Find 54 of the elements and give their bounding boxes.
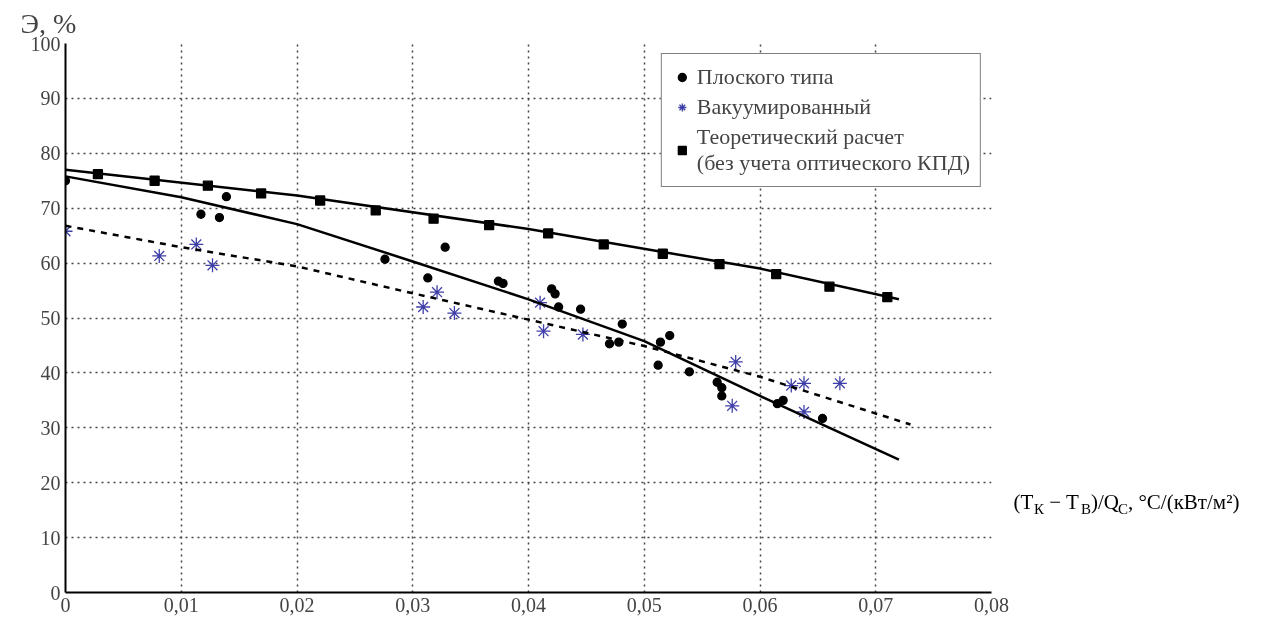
legend-label: Теоретический расчет (без учета оптического КПД) <box>696 124 970 176</box>
y-tick-label: 50 <box>40 307 61 329</box>
x-tick-label: 0,02 <box>279 593 315 616</box>
point <box>655 337 666 347</box>
point <box>415 299 431 315</box>
point <box>665 330 675 341</box>
point <box>380 254 390 264</box>
x-tick-label: 0,05 <box>626 593 662 616</box>
y-tick-label: 30 <box>40 416 61 439</box>
point <box>196 209 206 219</box>
legend-label: Плоского типа <box>696 64 834 90</box>
y-tick-label: 10 <box>40 526 61 549</box>
x-tick-label: 0,08 <box>974 593 1009 616</box>
x-tick-label: 0,03 <box>395 593 431 616</box>
point <box>796 404 812 420</box>
point <box>429 284 445 300</box>
x-tick-label: 0,01 <box>163 593 199 616</box>
point <box>550 289 560 299</box>
legend-label: Вакуумированный <box>696 94 871 120</box>
point <box>717 383 727 393</box>
y-tick-label: 80 <box>40 142 61 165</box>
point <box>717 391 727 401</box>
y-tick-label: 60 <box>40 252 61 275</box>
point <box>653 360 663 370</box>
point <box>832 375 848 391</box>
point <box>221 192 232 202</box>
point <box>783 377 799 394</box>
point <box>684 367 695 377</box>
point <box>778 395 788 405</box>
point <box>151 248 167 264</box>
point <box>575 304 586 314</box>
y-tick-label: 40 <box>40 361 61 384</box>
y-tick-label: 70 <box>40 197 61 220</box>
y-tick-label: 90 <box>40 87 61 110</box>
point <box>535 323 552 339</box>
x-tick-label: 0,07 <box>858 593 894 616</box>
point <box>604 339 615 349</box>
point <box>498 278 508 289</box>
point <box>817 413 828 424</box>
x-tick-label: 0,04 <box>511 593 546 616</box>
point <box>214 212 225 223</box>
point <box>423 273 433 283</box>
point <box>724 398 740 414</box>
point <box>796 375 812 391</box>
point <box>188 236 204 253</box>
point <box>440 242 450 252</box>
point <box>728 354 744 370</box>
point <box>532 294 548 311</box>
point <box>617 319 627 329</box>
y-tick-label: 20 <box>40 471 61 494</box>
x-tick-label: 0,06 <box>742 593 778 616</box>
point <box>575 326 591 343</box>
point <box>446 305 463 321</box>
point <box>204 257 221 273</box>
